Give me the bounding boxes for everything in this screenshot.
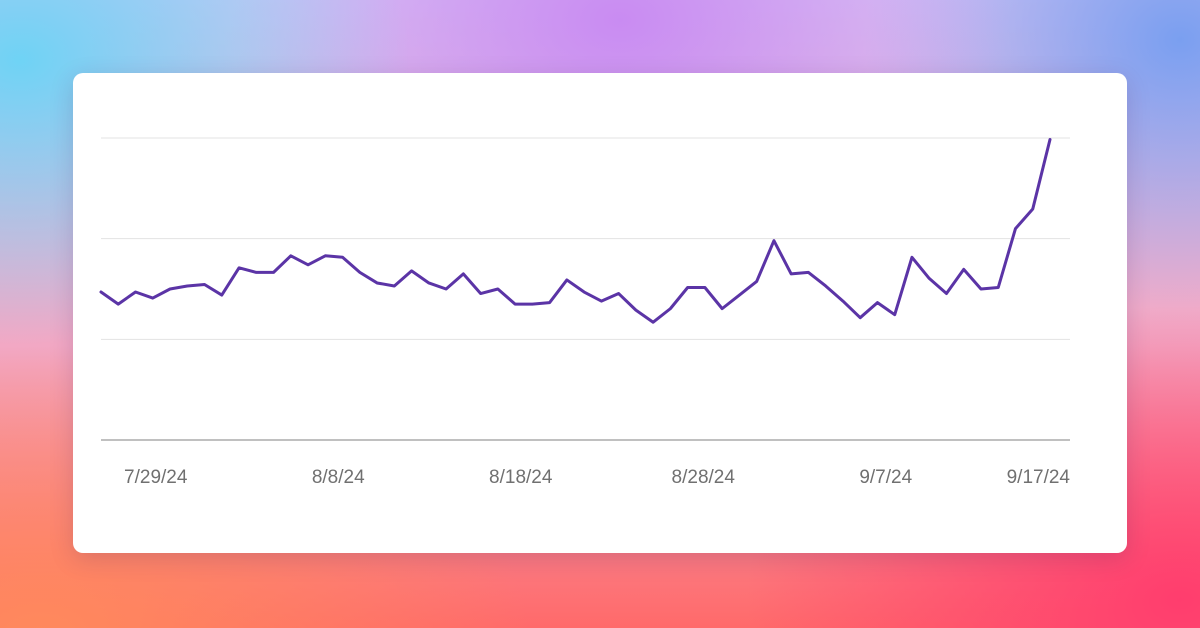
x-tick-label-6: 9/17/24	[1007, 467, 1071, 488]
series-line-1	[99, 138, 1052, 324]
gridlines	[101, 137, 1070, 340]
x-tick-labels: 7/29/24 8/8/24 8/18/24 8/28/24 9/7/24 9/17/24	[124, 467, 1070, 488]
line-chart: 7/29/24 8/8/24 8/18/24 8/28/24 9/7/24 9/17/24	[99, 137, 1070, 488]
x-tick-label-3: 8/18/24	[489, 467, 553, 488]
chart-card: 7/29/24 8/8/24 8/18/24 8/28/24 9/7/24 9/17/24	[73, 73, 1127, 553]
x-tick-label-2: 8/8/24	[312, 467, 365, 488]
series-layer	[99, 138, 1052, 324]
x-tick-label-5: 9/7/24	[859, 467, 912, 488]
x-tick-label-4: 8/28/24	[672, 467, 736, 488]
x-tick-label-1: 7/29/24	[124, 467, 188, 488]
